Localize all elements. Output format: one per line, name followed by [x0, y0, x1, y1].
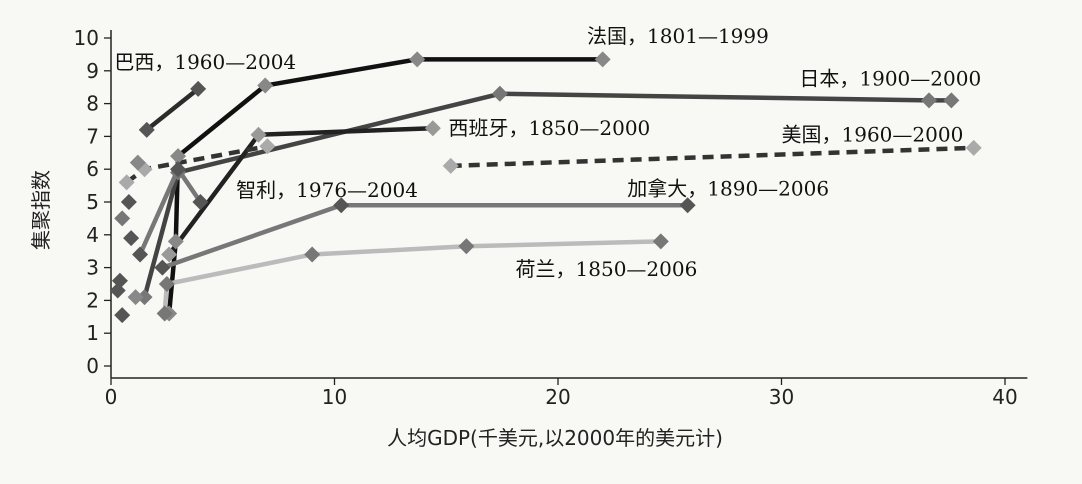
y-tick-label: 0: [86, 354, 99, 378]
series-point: [442, 157, 459, 174]
y-tick-label: 3: [86, 256, 99, 280]
series-point: [458, 238, 475, 255]
series-label: 荷兰，1850—2006: [516, 257, 698, 281]
y-tick-label: 5: [86, 190, 99, 214]
x-tick-label: 10: [322, 385, 347, 409]
series-point: [491, 85, 508, 102]
series-label: 法国，1801—1999: [587, 24, 769, 48]
y-tick-label: 9: [86, 59, 99, 83]
series-line: [145, 87, 200, 132]
series-point: [943, 92, 960, 109]
label-layer: 巴西，1960—2004 法国，1801—1999 日本，1900—2000 西班牙，…: [114, 24, 981, 281]
series-point: [652, 233, 669, 250]
series-point: [250, 126, 267, 143]
series-point: [136, 289, 153, 306]
data-point: [109, 282, 126, 299]
series-point: [679, 197, 696, 214]
data-point: [114, 307, 131, 324]
series-label: 加拿大，1890—2006: [627, 176, 829, 200]
series-point: [424, 120, 441, 137]
series-point: [921, 92, 938, 109]
y-tick-label: 7: [86, 124, 99, 148]
y-tick-label: 4: [86, 223, 99, 247]
series-point: [190, 80, 207, 97]
x-axis-title: 人均GDP(千美元,以2000年的美元计): [387, 426, 723, 450]
series-point: [156, 305, 173, 322]
series-point: [154, 259, 171, 276]
data-point: [127, 289, 144, 306]
data-point: [123, 230, 140, 247]
series-point: [594, 51, 611, 68]
y-tick-label: 6: [86, 157, 99, 181]
series-point: [161, 246, 178, 263]
series-point: [167, 233, 184, 250]
y-tick-label: 8: [86, 92, 99, 116]
y-tick-label: 10: [74, 26, 99, 50]
series-point: [170, 148, 187, 165]
marker-layer: [109, 51, 982, 324]
series-point: [192, 194, 209, 210]
x-tick-label: 20: [545, 385, 570, 409]
series-point: [259, 138, 276, 155]
series-point: [158, 276, 175, 292]
series-point: [409, 51, 426, 68]
series-point: [138, 121, 155, 138]
x-tick-label: 30: [769, 385, 794, 409]
series-point: [333, 197, 350, 214]
series-label: 智利，1976—2004: [236, 178, 418, 202]
series-label: 巴西，1960—2004: [114, 50, 296, 74]
series-point: [965, 139, 982, 156]
series-label: 美国，1960—2000: [782, 122, 964, 146]
data-point: [114, 210, 131, 227]
axes: 0 1 2 3 4 5 6 7 8 9 10 0 10 20 30 40: [74, 26, 1028, 409]
series-label: 西班牙，1850—2000: [448, 116, 650, 140]
series-point: [257, 77, 274, 94]
y-tick-label: 1: [86, 321, 99, 345]
series-point: [304, 246, 321, 263]
x-tick-label: 0: [105, 385, 118, 409]
x-tick-label: 40: [992, 385, 1017, 409]
y-tick-label: 2: [86, 288, 99, 312]
series-line: [450, 145, 974, 169]
data-point: [129, 154, 146, 171]
series-point: [118, 174, 135, 191]
y-axis-title: 集聚指数: [29, 170, 53, 250]
data-point: [120, 194, 137, 210]
series-point: [132, 246, 149, 263]
series-label: 日本，1900—2000: [799, 67, 981, 91]
series-point: [170, 161, 187, 178]
